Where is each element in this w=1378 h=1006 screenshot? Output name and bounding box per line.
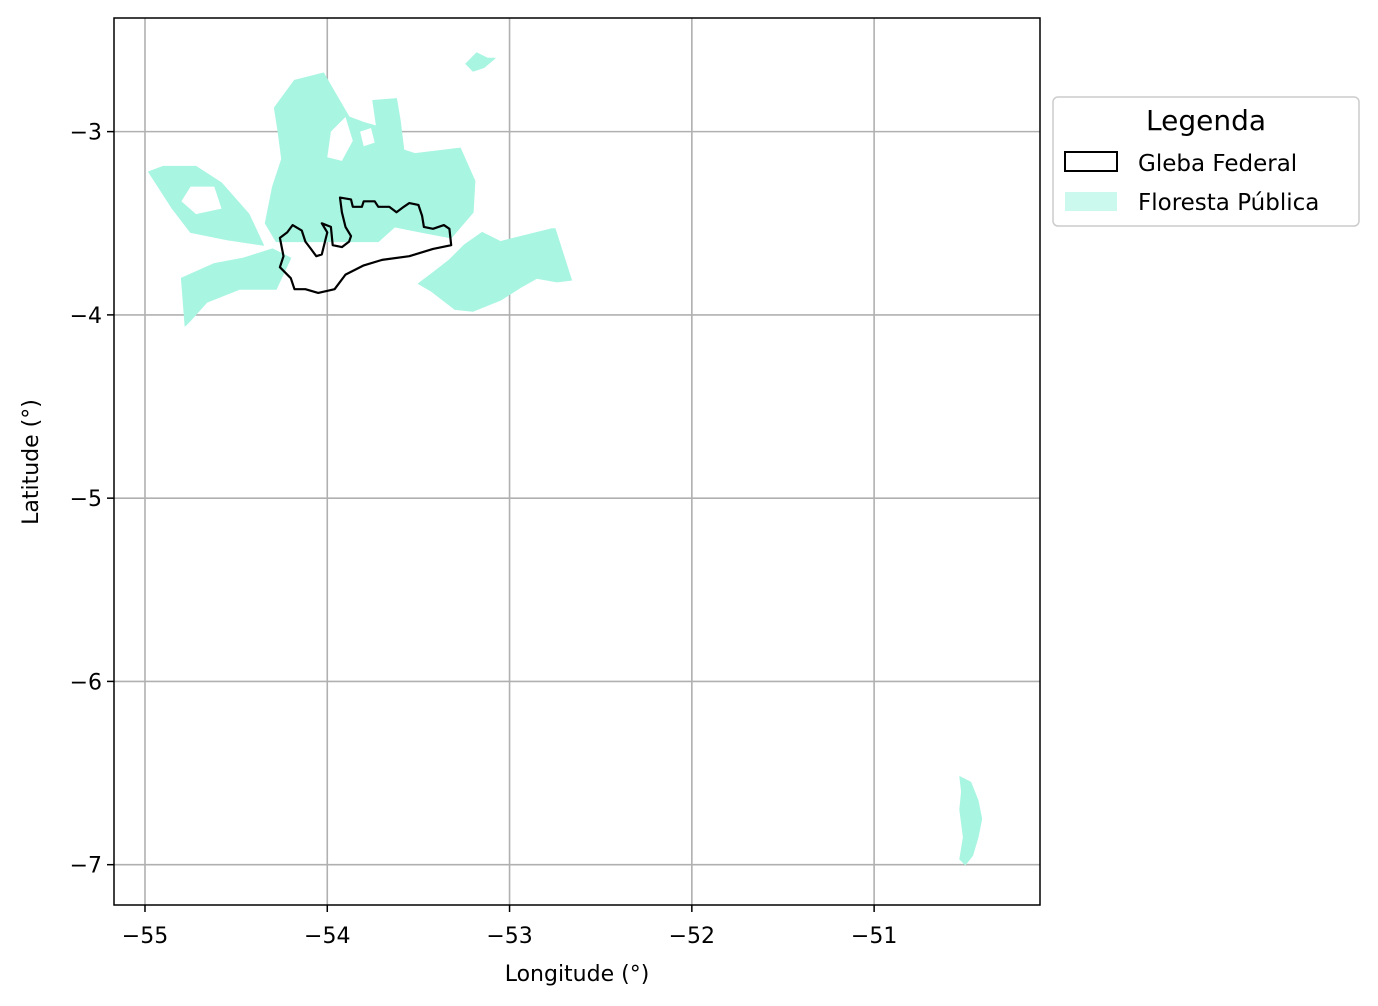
y-tick-label: −3 [70, 121, 102, 146]
x-tick-label: −54 [304, 924, 350, 949]
forest-gap [181, 186, 222, 215]
y-tick-label: −5 [70, 487, 102, 512]
legend-frame [1052, 96, 1360, 227]
x-tick-label: −51 [851, 924, 897, 949]
floresta-publica-polygon [180, 248, 292, 327]
floresta-publica-polygon [465, 52, 496, 72]
plot-frame [113, 17, 1041, 906]
forest-gap [360, 128, 375, 147]
y-axis-ticks: −3 −4 −5 −6 −7 [70, 121, 114, 879]
legend-title: Legenda [1146, 104, 1266, 137]
floresta-publica-polygon [959, 776, 983, 866]
gleba-federal-layer [278, 196, 453, 294]
legend-swatch-floresta [1065, 192, 1117, 211]
plot-area [114, 18, 1040, 905]
x-axis-ticks: −55 −54 −53 −52 −51 [122, 905, 897, 949]
grid-lines [114, 18, 1040, 905]
y-tick-label: −7 [70, 854, 102, 879]
forest-gap [327, 117, 353, 161]
x-tick-label: −55 [122, 924, 168, 949]
legend: Legenda Gleba Federal Floresta Pública [1052, 96, 1360, 227]
y-tick-label: −6 [70, 670, 102, 695]
floresta-publica-polygon [264, 72, 476, 243]
floresta-publica-layer [148, 52, 983, 866]
legend-label-gleba: Gleba Federal [1138, 151, 1297, 177]
y-tick-label: −4 [70, 304, 102, 329]
gleba-federal-outline [278, 196, 453, 294]
legend-swatch-gleba [1064, 151, 1118, 172]
legend-label-floresta: Floresta Pública [1138, 190, 1319, 216]
x-axis-title: Longitude (°) [505, 962, 650, 987]
floresta-publica-polygon [417, 228, 572, 312]
x-tick-label: −53 [486, 924, 532, 949]
y-axis-title: Latitude (°) [19, 399, 44, 525]
x-tick-label: −52 [669, 924, 715, 949]
